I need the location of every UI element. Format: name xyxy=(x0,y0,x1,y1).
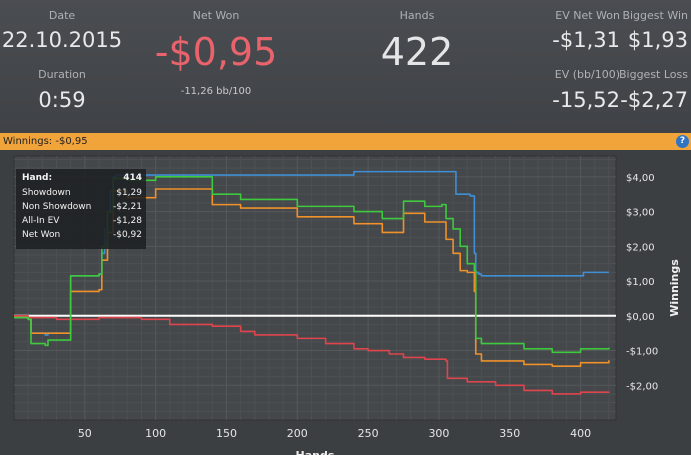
ev-bb100-value: -15,52 xyxy=(552,88,620,112)
hand-tooltip: Hand: 414 Showdown $1,29 Non Showdown -$… xyxy=(16,169,146,249)
x-tick-label: 100 xyxy=(145,427,166,440)
y-tick-label: $2,00 xyxy=(626,242,655,253)
y-tick-label: -$2,00 xyxy=(626,381,658,392)
x-tick-label: 350 xyxy=(499,427,520,440)
question-icon[interactable]: ? xyxy=(676,135,689,148)
net-won-bb100: -11,26 bb/100 xyxy=(180,86,252,97)
ev-bb100-label: EV (bb/100) xyxy=(554,68,620,81)
x-tick-label: 250 xyxy=(358,427,379,440)
tooltip-row-showdown: Showdown $1,29 xyxy=(22,188,142,202)
tooltip-value: -$1,28 xyxy=(112,216,142,226)
biggest-loss-value: -$2,27 xyxy=(620,88,688,112)
date-label: Date xyxy=(48,9,76,22)
y-tick-label: $4,00 xyxy=(626,173,655,184)
net-won-label: Net Won xyxy=(192,9,240,22)
series-line-all-in-ev xyxy=(14,188,610,367)
series-line-non-showdown xyxy=(14,314,610,395)
tooltip-key: Hand: xyxy=(22,173,53,183)
date-value: 22.10.2015 xyxy=(1,28,123,52)
y-axis-label: Winnings xyxy=(668,259,681,317)
duration-label: Duration xyxy=(38,68,86,81)
x-tick-label: 50 xyxy=(78,427,92,440)
y-tick-label: -$1,00 xyxy=(626,347,658,358)
ev-net-won-label: EV Net Won xyxy=(555,9,620,22)
hands-label: Hands xyxy=(399,9,435,22)
tooltip-key: Showdown xyxy=(22,188,71,198)
winnings-header-bar: Winnings: -$0,95 ? xyxy=(0,133,691,150)
tooltip-key: Non Showdown xyxy=(22,202,92,212)
series-line-net-won-line xyxy=(14,176,610,354)
hands-value: 422 xyxy=(380,30,454,74)
session-stats-panel: Date 22.10.2015 Duration 0:59 Net Won -$… xyxy=(0,0,691,133)
tooltip-value: -$0,92 xyxy=(112,230,142,240)
tooltip-value: $1,29 xyxy=(116,188,142,198)
tooltip-value: -$2,21 xyxy=(112,202,142,212)
biggest-win-label: Biggest Win xyxy=(622,9,688,22)
duration-value: 0:59 xyxy=(38,88,86,112)
y-tick-label: $0,00 xyxy=(626,312,655,323)
y-tick-label: $1,00 xyxy=(626,277,655,288)
tooltip-row-non-showdown: Non Showdown -$2,21 xyxy=(22,202,142,216)
tooltip-row-all-in-ev: All-In EV -$1,28 xyxy=(22,216,142,230)
biggest-win-value: $1,93 xyxy=(627,28,688,52)
ev-net-won-value: -$1,31 xyxy=(552,28,620,52)
x-tick-label: 300 xyxy=(428,427,449,440)
x-tick-label: 150 xyxy=(216,427,237,440)
biggest-loss-label: Biggest Loss xyxy=(618,68,688,81)
y-tick-label: $3,00 xyxy=(626,208,655,219)
net-won-value: -$0,95 xyxy=(154,30,278,74)
tooltip-row-net-won: Net Won -$0,92 xyxy=(22,230,142,244)
tooltip-row-hand: Hand: 414 xyxy=(22,173,142,187)
winnings-summary: Winnings: -$0,95 xyxy=(3,136,88,147)
tooltip-key: All-In EV xyxy=(22,216,60,226)
tooltip-value: 414 xyxy=(123,173,142,183)
tooltip-key: Net Won xyxy=(22,230,61,240)
x-tick-label: 400 xyxy=(570,427,591,440)
x-axis-label: Hands xyxy=(296,449,335,455)
x-tick-label: 200 xyxy=(287,427,308,440)
